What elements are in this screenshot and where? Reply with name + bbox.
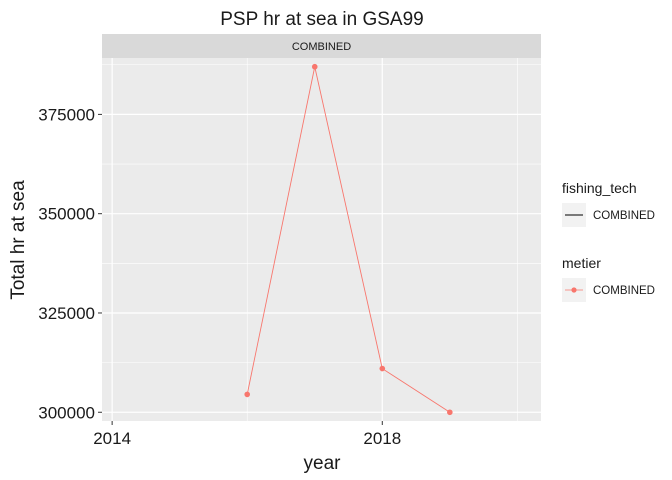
legend-label-fishing-tech: COMBINED [593,210,655,222]
chart-title: PSP hr at sea in GSA99 [220,9,424,30]
data-point [379,365,386,372]
facet-strip-label: COMBINED [292,41,351,53]
y-tick-label: 375000 [38,105,95,124]
x-axis-title: year [304,453,342,474]
series-layer [244,63,453,416]
data-point [311,63,318,70]
data-point [244,391,251,398]
legend-metier: metier COMBINED [562,255,655,302]
data-point [447,409,453,416]
legend-label-metier: COMBINED [593,285,655,297]
plot-panel [102,58,541,421]
y-tick-label: 350000 [38,205,95,224]
series-line [246,66,451,413]
legend-point-metier [571,287,577,293]
tick-layer: 2014 2018 300000 325000 350000 375000 [38,105,401,448]
y-tick-label: 300000 [38,403,95,422]
y-axis-title: Total hr at sea [8,180,29,300]
legend-title-fishing-tech: fishing_tech [562,180,637,196]
x-tick-label: 2018 [363,429,401,448]
facet-strip [102,34,541,58]
grid-lines [102,58,541,421]
legend-fishing-tech: fishing_tech COMBINED [562,180,655,227]
legend-title-metier: metier [562,255,601,271]
x-tick-label: 2014 [93,429,131,448]
y-tick-label: 325000 [38,304,95,323]
